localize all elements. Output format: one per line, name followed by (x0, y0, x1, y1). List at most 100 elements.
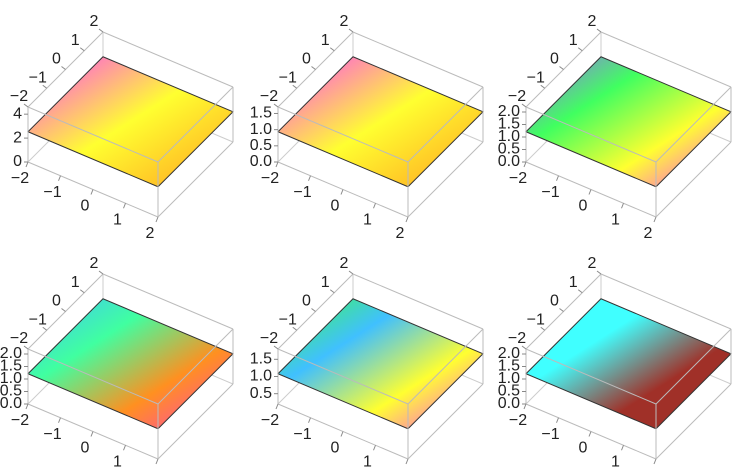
x-tick (556, 175, 559, 181)
x-tick-label: −2 (11, 412, 29, 429)
y-tick (521, 103, 527, 108)
x-tick (123, 203, 126, 209)
y-tick-label: 0 (550, 293, 559, 310)
x-tick-label: 1 (113, 453, 122, 467)
x-tick-label: −1 (43, 184, 61, 201)
z-tick-label: 0.0 (250, 153, 272, 170)
y-tick (98, 270, 104, 275)
y-tick (540, 326, 546, 331)
x-tick (90, 189, 94, 195)
x-tick (308, 175, 311, 181)
box-edge (525, 106, 657, 163)
y-tick-label: 0 (550, 51, 559, 68)
x-tick (653, 216, 657, 223)
x-tick (155, 216, 159, 223)
box-edge (157, 86, 234, 163)
box-edge (157, 141, 234, 218)
z-tick-label: 1.0 (498, 128, 520, 145)
x-tick (373, 445, 376, 451)
box-edge (352, 273, 484, 330)
y-tick-label: −1 (279, 311, 297, 328)
y-tick (98, 28, 104, 33)
box-edge (277, 106, 409, 163)
y-tick-label: 2 (90, 13, 99, 30)
x-tick (621, 203, 624, 209)
z-tick-label: 2 (13, 129, 22, 146)
x-tick (308, 417, 311, 423)
y-tick-label: −2 (508, 88, 526, 105)
box-edge (655, 141, 732, 218)
y-tick-label: −2 (10, 330, 28, 347)
y-tick (61, 66, 66, 70)
box-edge (655, 383, 732, 460)
x-tick-label: 2 (146, 225, 155, 242)
x-tick-label: 0 (579, 440, 588, 457)
z-tick-label: 0.0 (0, 395, 22, 412)
y-tick (292, 326, 298, 331)
z-tick-label: 1.5 (250, 351, 272, 368)
x-tick-label: 1 (363, 453, 372, 467)
y-tick-label: −1 (29, 69, 47, 86)
x-tick (58, 417, 61, 423)
x-tick (373, 203, 376, 209)
x-tick-label: 0 (331, 198, 340, 215)
y-tick-label: 1 (569, 32, 578, 49)
x-tick (275, 161, 279, 168)
z-tick-label: 0 (13, 153, 22, 170)
y-tick-label: 2 (588, 13, 597, 30)
x-tick-label: 0 (81, 198, 90, 215)
x-tick-label: −1 (541, 426, 559, 443)
z-tick-label: 1.5 (250, 105, 272, 122)
x-tick (523, 161, 527, 168)
z-tick-label: 2.0 (498, 103, 520, 120)
x-tick (25, 403, 29, 410)
z-tick-label: 1.0 (250, 368, 272, 385)
z-tick-label: 0.5 (250, 385, 272, 402)
x-tick (588, 189, 592, 195)
z-tick-label: 0.5 (250, 137, 272, 154)
x-tick (25, 161, 29, 168)
y-tick (79, 289, 85, 294)
y-tick (329, 289, 335, 294)
box-edge (407, 383, 484, 460)
y-tick (540, 84, 546, 89)
y-tick-label: 2 (340, 13, 349, 30)
x-tick-label: 0 (579, 198, 588, 215)
y-tick (311, 66, 316, 70)
box-edge (600, 273, 732, 330)
x-tick-label: −1 (43, 426, 61, 443)
x-tick-label: 1 (611, 453, 620, 467)
y-tick (577, 289, 583, 294)
y-tick-label: 2 (340, 255, 349, 272)
y-tick (577, 47, 583, 52)
y-tick-label: −1 (279, 69, 297, 86)
x-tick (653, 458, 657, 465)
x-tick (123, 445, 126, 451)
y-tick (292, 84, 298, 89)
y-tick-label: 1 (569, 274, 578, 291)
y-tick-label: 1 (321, 274, 330, 291)
box-edge (655, 86, 732, 163)
box-edge (600, 31, 732, 88)
z-tick-label: 1.0 (250, 121, 272, 138)
box-edge (407, 86, 484, 163)
y-tick-label: 1 (321, 32, 330, 49)
box-edge (27, 106, 159, 163)
z-tick-label: 0.0 (498, 153, 520, 170)
y-tick (559, 308, 564, 312)
box-edge (102, 31, 234, 88)
z-tick-label: 2.0 (498, 345, 520, 362)
y-tick-label: 0 (52, 293, 61, 310)
z-tick-label: 0.5 (0, 383, 22, 400)
x-tick-label: −2 (261, 170, 279, 187)
x-tick-label: 0 (331, 440, 340, 457)
y-tick (23, 103, 29, 108)
y-tick-label: 0 (302, 293, 311, 310)
y-tick (23, 345, 29, 350)
box-edge (102, 273, 234, 330)
x-tick (405, 216, 409, 223)
y-tick (79, 47, 85, 52)
